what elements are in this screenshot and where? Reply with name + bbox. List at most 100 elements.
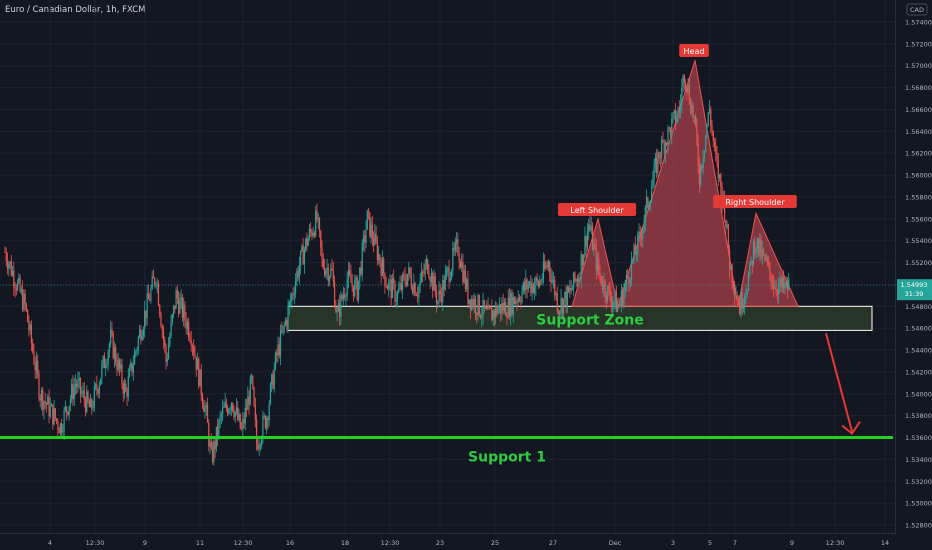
candle-body [335,306,337,313]
candle-body [735,295,737,296]
candle-body [223,407,225,408]
candle-body [686,88,688,93]
candle-body [511,293,513,315]
candle-body [779,278,781,286]
candle-body [528,281,531,285]
candle-body [604,280,606,296]
candle-body [693,116,695,118]
candle-body [262,416,264,439]
candle-body [581,254,584,266]
candle-body [630,260,633,281]
candle-body [213,441,215,462]
candle-body [181,296,183,318]
candle-body [366,210,368,230]
candle-body [147,293,150,300]
candle-body [730,264,732,270]
candle-body [130,362,132,369]
candle-body [210,442,212,449]
price-tick-label: 1.56000 [905,172,932,180]
candle-body [142,328,144,336]
candle-body [443,279,445,290]
candle-body [253,387,255,406]
candle-body [263,416,265,417]
candle-body [708,109,711,113]
head-label-bg [679,44,709,57]
candle-body [268,404,270,421]
candle-body [661,139,663,158]
candle-body [82,390,84,393]
candle-body [110,329,112,344]
candle-body [167,345,170,359]
candle-body [116,362,118,371]
candle-body [122,384,124,394]
candle-body [482,300,484,316]
candle-body [178,298,180,314]
candle-body [273,368,275,389]
candle-body [554,279,556,296]
support-zone-box [287,305,873,331]
candle-body [101,364,103,379]
candle-body [596,258,599,271]
candle-body [220,414,222,417]
candle-body [347,269,350,280]
candle-body [574,272,576,281]
candle-body [345,295,347,298]
price-tick-label: 1.56400 [905,128,932,136]
candle-body [180,296,182,301]
candle-body [531,283,533,293]
candle-body [773,284,775,289]
candle-body [378,254,380,261]
candle-body [420,271,423,281]
candle-body [628,278,630,284]
candle-body [662,139,664,143]
time-axis[interactable]: 4 12:30 9 11 12:30 16 18 12:30 23 25 27 Dec 3 5 7 9 12:3… [0,533,896,550]
candle-body [449,277,451,282]
candle-body [261,438,263,445]
candle-body [663,142,665,155]
candle-body [400,283,402,290]
candle-body [622,290,624,306]
candle-body [20,289,22,292]
candle-body [9,261,11,265]
time-tick-label: 23 [436,539,444,547]
candle-body [375,233,377,242]
candle-body [687,84,689,93]
candle-body [598,258,600,273]
candle-body [354,280,356,297]
candle-body [11,270,14,276]
candle-body [108,343,111,352]
candle-body [200,369,202,395]
candle-body [307,238,309,246]
candle-body [401,274,404,290]
candle-body [339,303,341,318]
candle-body [355,277,357,281]
candle-body [591,226,594,251]
candle-body [491,308,493,321]
candle-body [727,224,729,251]
candle-body [669,127,672,137]
candle-body [332,270,334,282]
candle-body [729,250,731,270]
candle-body [159,305,161,315]
candle-body [92,407,94,409]
candle-body [552,279,555,281]
candle-body [707,112,709,126]
candle-body [102,356,104,365]
candle-body [145,310,147,318]
candle-body [27,309,29,323]
candle-body [94,384,97,388]
candle-body [764,253,766,261]
candle-body [16,281,19,290]
candle-body [52,404,54,425]
candle-body [627,274,629,279]
candle-body [656,157,658,174]
candle-body [369,212,371,237]
support-zone [287,305,873,331]
candle-body [306,238,308,246]
candle-body [716,153,718,160]
candle-body [775,287,777,292]
candle-body [467,279,469,304]
candle-body [365,229,367,243]
